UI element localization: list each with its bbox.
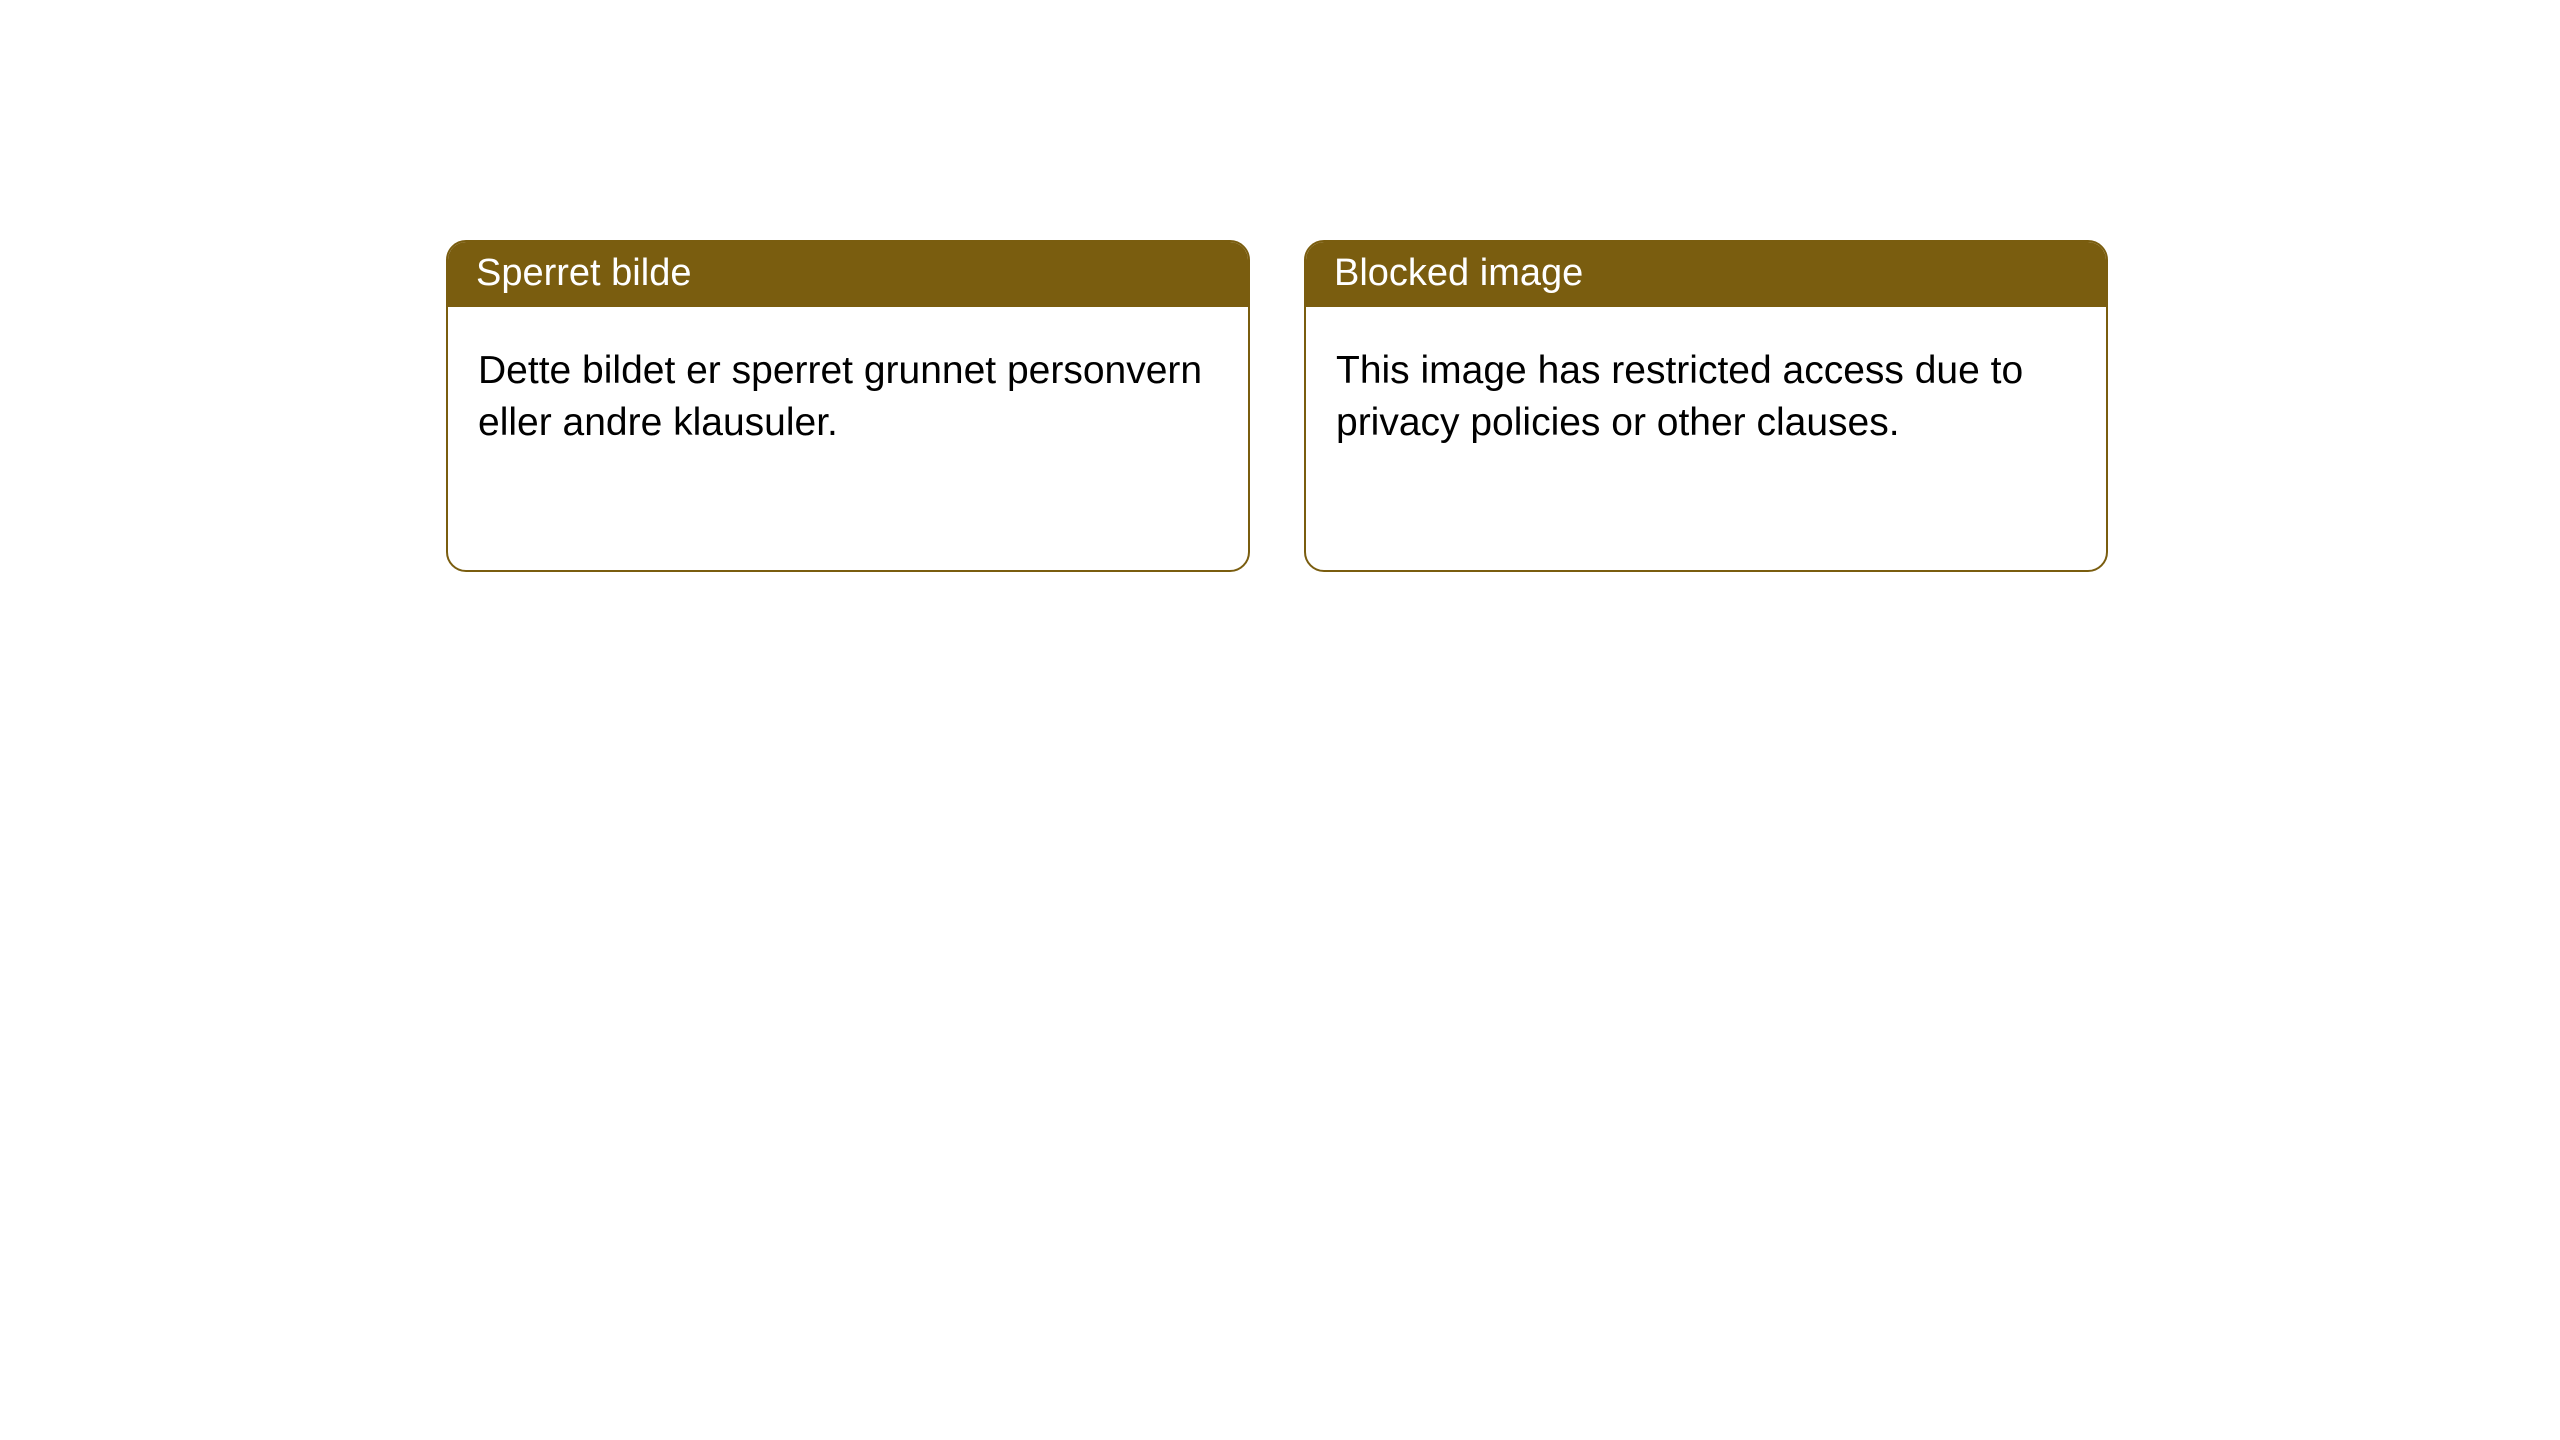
notice-text-english: This image has restricted access due to … xyxy=(1336,349,2023,444)
notice-card-english: Blocked image This image has restricted … xyxy=(1304,240,2108,572)
notice-header-english: Blocked image xyxy=(1306,242,2106,307)
notice-body-english: This image has restricted access due to … xyxy=(1306,307,2106,487)
notice-card-norwegian: Sperret bilde Dette bildet er sperret gr… xyxy=(446,240,1250,572)
notice-title-norwegian: Sperret bilde xyxy=(476,252,691,294)
notice-header-norwegian: Sperret bilde xyxy=(448,242,1248,307)
notices-container: Sperret bilde Dette bildet er sperret gr… xyxy=(0,0,2560,572)
notice-body-norwegian: Dette bildet er sperret grunnet personve… xyxy=(448,307,1248,487)
notice-text-norwegian: Dette bildet er sperret grunnet personve… xyxy=(478,349,1202,444)
notice-title-english: Blocked image xyxy=(1334,252,1583,294)
